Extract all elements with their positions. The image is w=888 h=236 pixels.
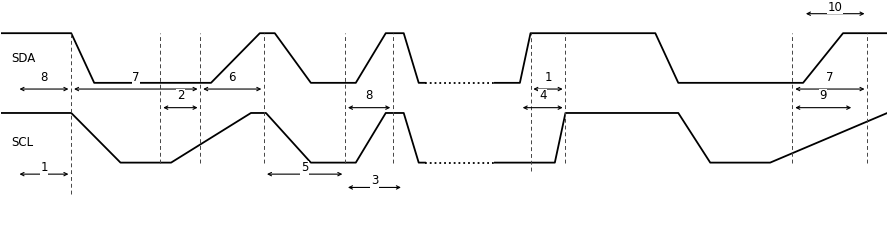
- Text: 5: 5: [301, 161, 308, 174]
- Text: 4: 4: [539, 89, 546, 102]
- Text: 9: 9: [820, 89, 827, 102]
- Text: 8: 8: [366, 89, 373, 102]
- Text: 3: 3: [371, 174, 378, 187]
- Text: 7: 7: [826, 71, 834, 84]
- Text: SDA: SDA: [12, 51, 36, 64]
- Text: 6: 6: [228, 71, 236, 84]
- Text: SCL: SCL: [12, 136, 34, 149]
- Text: 1: 1: [40, 161, 48, 174]
- Text: 8: 8: [40, 71, 48, 84]
- Text: 7: 7: [132, 71, 139, 84]
- Text: 1: 1: [544, 71, 551, 84]
- Text: 10: 10: [828, 1, 843, 14]
- Text: 2: 2: [177, 89, 184, 102]
